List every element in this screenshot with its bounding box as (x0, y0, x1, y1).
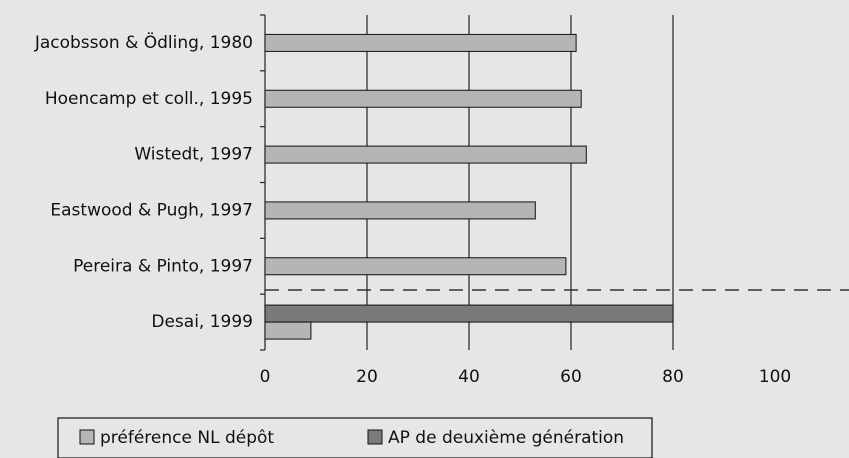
bar (264, 33, 577, 52)
bar (264, 321, 312, 340)
legend-box (57, 417, 653, 458)
legend-swatch (367, 429, 383, 445)
legend-label: préférence NL dépôt (100, 428, 274, 448)
x-tick-label: 80 (662, 367, 684, 387)
x-tick-label: 40 (458, 367, 480, 387)
x-tick-label: 20 (356, 367, 378, 387)
bar (264, 304, 674, 323)
y-tick-label: Eastwood & Pugh, 1997 (50, 200, 253, 220)
x-tick-label: 0 (260, 367, 271, 387)
x-tick-label: 100 (759, 367, 791, 387)
y-tick-label: Desai, 1999 (151, 312, 253, 332)
y-tick-label: Jacobsson & Ödling, 1980 (34, 31, 253, 53)
bar (264, 201, 536, 220)
y-tick-label: Wistedt, 1997 (134, 145, 253, 165)
bar (264, 145, 587, 164)
bar (264, 257, 567, 276)
legend-swatch (79, 429, 95, 445)
x-tick-label: 60 (560, 367, 582, 387)
y-tick-label: Hoencamp et coll., 1995 (45, 89, 253, 109)
legend-label: AP de deuxième génération (388, 428, 624, 448)
bar (264, 89, 582, 108)
y-tick-label: Pereira & Pinto, 1997 (73, 256, 253, 276)
